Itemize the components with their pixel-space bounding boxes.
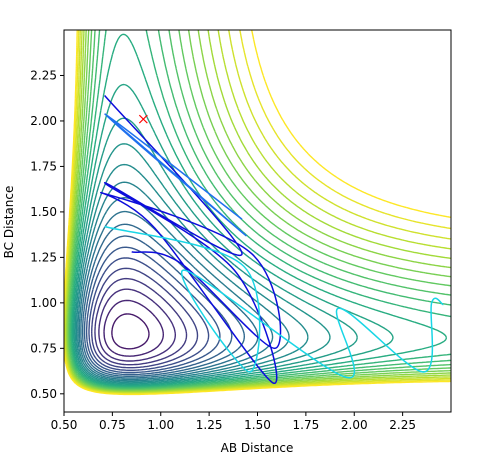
contour-level xyxy=(64,30,451,396)
contour-level xyxy=(98,288,176,362)
contour-level xyxy=(74,143,331,384)
contour-level xyxy=(69,30,451,389)
x-tick-label: 0.75 xyxy=(99,418,126,432)
x-marker xyxy=(138,114,148,124)
contour-level xyxy=(73,117,358,385)
y-axis-ticks: 0.50 0.75 1.00 1.25 1.50 1.75 2.00 2.25 xyxy=(30,68,64,401)
contour-lines xyxy=(64,30,451,396)
x-tick-label: 0.50 xyxy=(51,418,78,432)
x-axis-ticks: 0.50 0.75 1.00 1.25 1.50 1.75 2.00 2.25 xyxy=(51,412,416,432)
trajectory-lines xyxy=(100,95,444,384)
contour-level xyxy=(71,33,448,388)
x-tick-label: 1.00 xyxy=(147,418,174,432)
y-tick-label: 1.25 xyxy=(30,250,57,264)
y-tick-label: 1.00 xyxy=(30,296,57,310)
contour-level xyxy=(81,223,245,377)
contour-level xyxy=(103,299,164,357)
contour-level xyxy=(85,246,221,374)
contour-level xyxy=(80,210,259,379)
y-axis-label: BC Distance xyxy=(2,186,16,259)
x-tick-label: 1.75 xyxy=(293,418,320,432)
contour-level xyxy=(75,163,309,383)
marker-layer xyxy=(138,114,148,124)
y-tick-label: 0.75 xyxy=(30,341,57,355)
contour-level xyxy=(66,30,451,392)
contour-level xyxy=(68,30,451,390)
y-tick-label: 1.50 xyxy=(30,205,57,219)
y-tick-label: 1.75 xyxy=(30,159,57,173)
y-tick-label: 2.25 xyxy=(30,68,57,82)
trajectory-line xyxy=(104,113,247,237)
contour-level xyxy=(111,313,150,350)
x-axis-label: AB Distance xyxy=(221,441,294,455)
contour-level xyxy=(91,267,199,369)
x-tick-label: 1.50 xyxy=(244,418,271,432)
contour-level xyxy=(88,257,210,371)
x-tick-label: 1.25 xyxy=(196,418,223,432)
y-tick-label: 2.00 xyxy=(30,114,57,128)
x-tick-label: 2.00 xyxy=(341,418,368,432)
trajectory-line xyxy=(100,95,282,384)
contour-level xyxy=(94,277,188,366)
y-tick-label: 0.50 xyxy=(30,387,57,401)
contour-level xyxy=(70,30,451,388)
contour-level xyxy=(77,181,290,382)
x-tick-label: 2.25 xyxy=(389,418,416,432)
trajectory-line xyxy=(104,225,444,379)
